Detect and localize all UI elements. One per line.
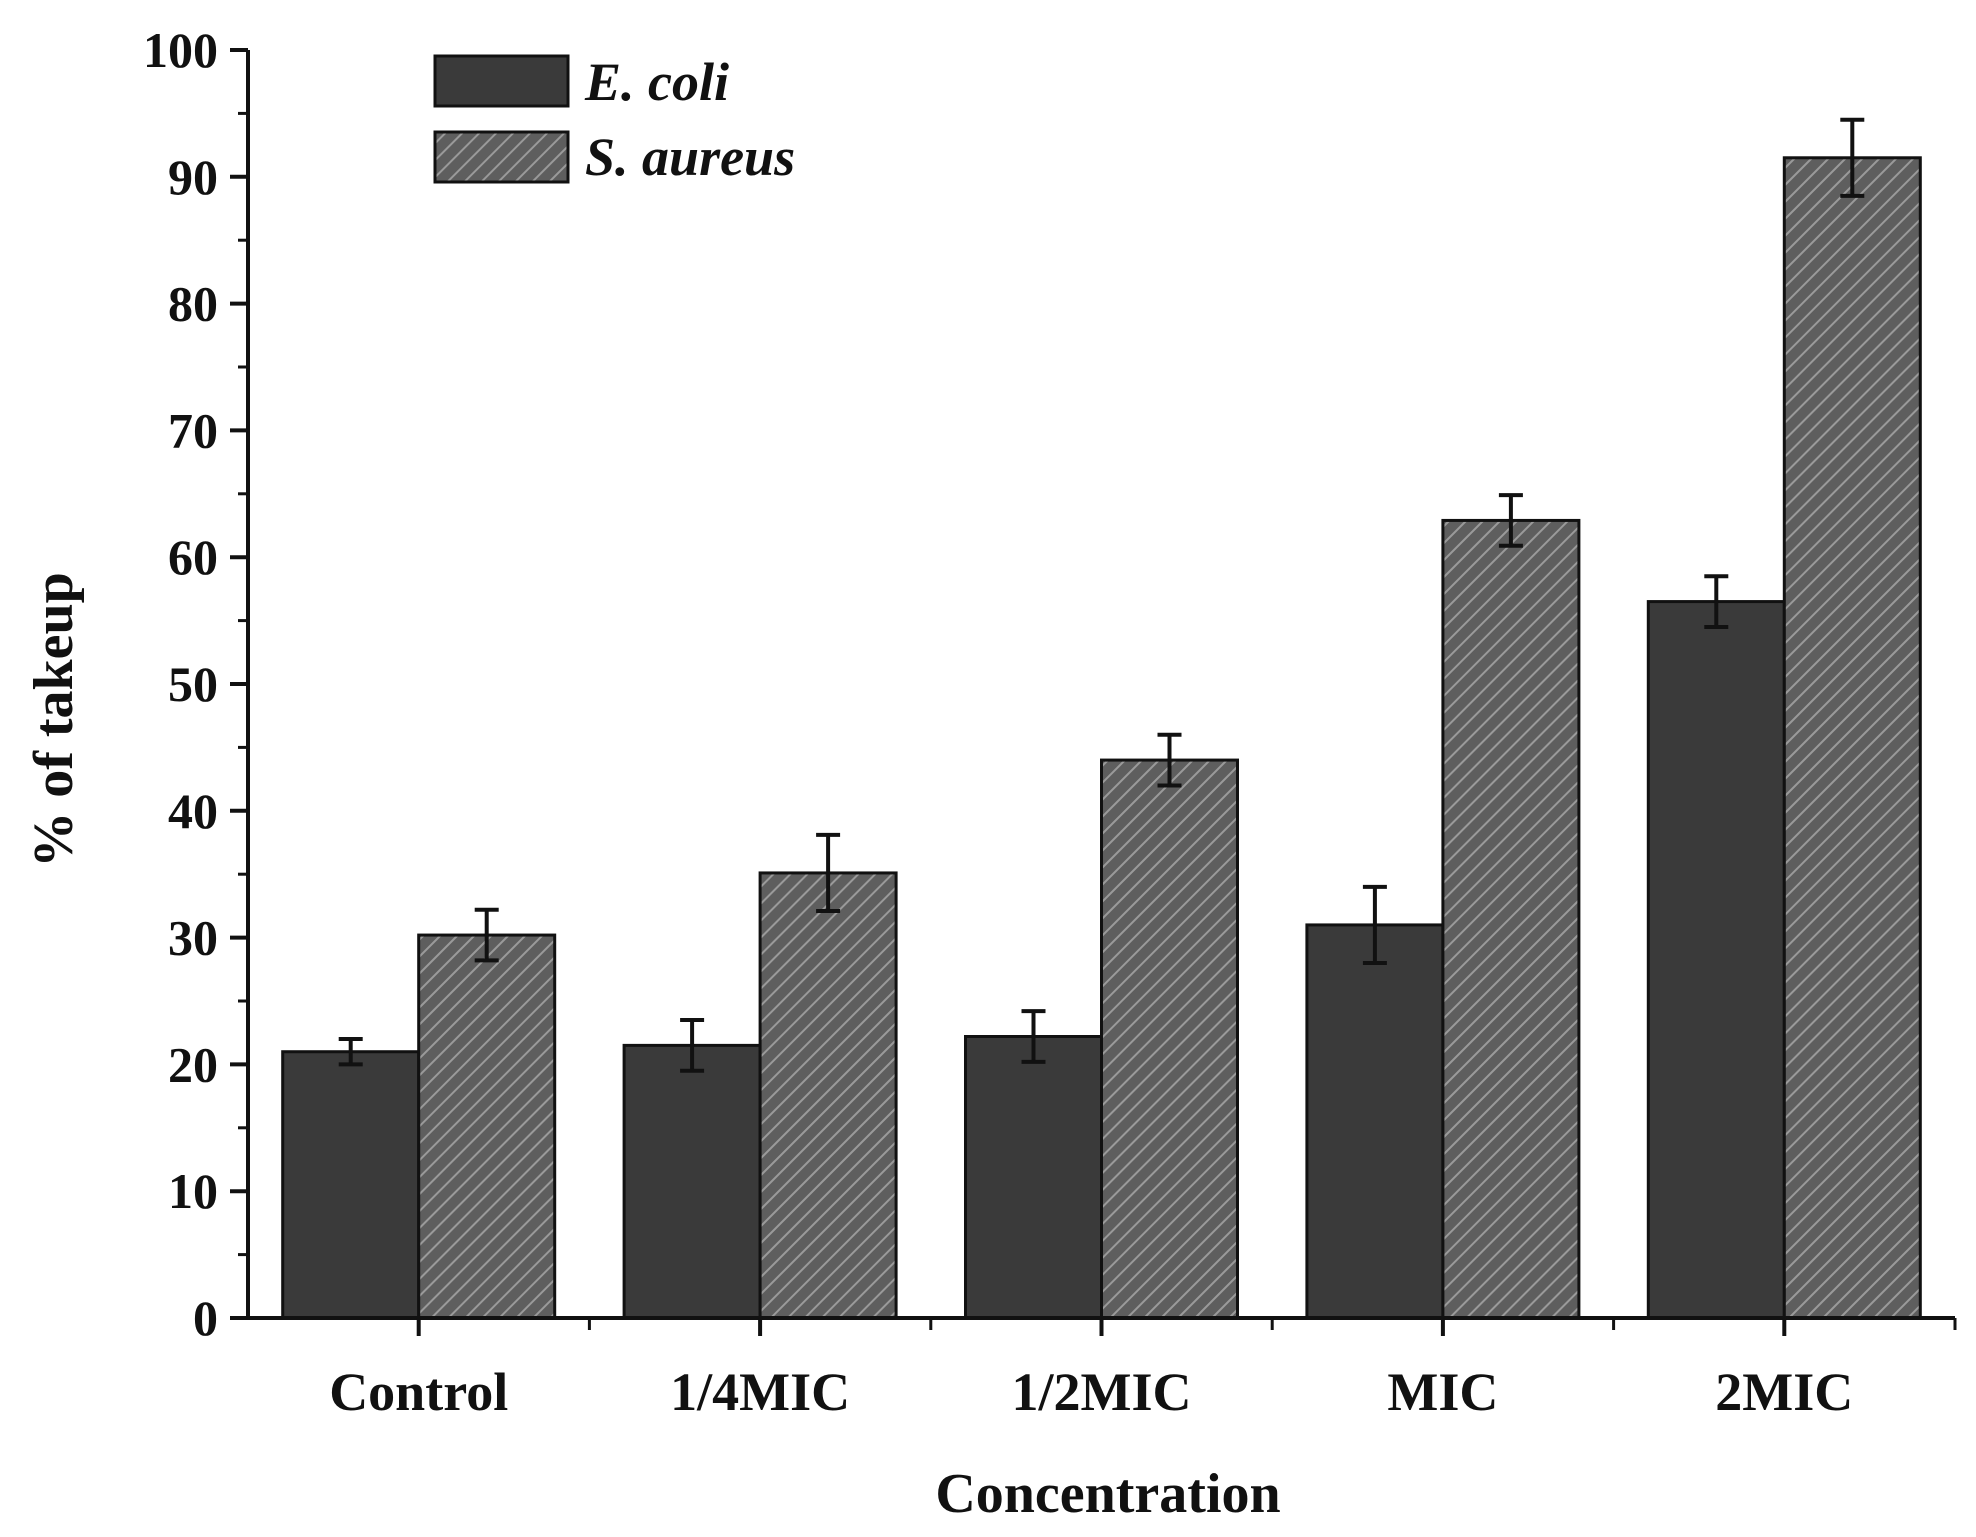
y-tick-label: 80 [168, 276, 218, 332]
bar-e-coli [1646, 600, 1786, 1320]
y-tick-label: 20 [168, 1036, 218, 1092]
bar-s-aureus [758, 871, 898, 1320]
x-axis-title: Concentration [935, 1463, 1280, 1525]
bars-layer [281, 156, 1922, 1320]
y-tick-label: 40 [168, 783, 218, 839]
y-tick-label: 30 [168, 910, 218, 966]
y-tick-label: 70 [168, 402, 218, 458]
y-tick-label: 60 [168, 529, 218, 585]
bar-e-coli [964, 1035, 1103, 1320]
bar-e-coli [281, 1050, 421, 1320]
y-tick-label: 100 [143, 22, 218, 78]
bar-e-coli [1305, 923, 1445, 1320]
y-axis-title: % of takeup [23, 572, 85, 868]
legend: E. coli S. aureus [433, 52, 795, 187]
y-tick-label: 10 [168, 1163, 218, 1219]
y-axis-ticks: 0 10 20 30 40 50 60 70 80 90 100 [143, 22, 248, 1346]
legend-swatch-e-coli [433, 54, 570, 108]
bar-s-aureus [417, 933, 557, 1320]
y-tick-label: 90 [168, 149, 218, 205]
x-tick-label: MIC [1387, 1362, 1498, 1422]
legend-label-s-aureus: S. aureus [585, 127, 795, 187]
legend-swatch-s-aureus [433, 130, 570, 184]
error-bars-layer [338, 117, 1865, 1073]
x-tick-label: 2MIC [1715, 1362, 1853, 1422]
bar-s-aureus [1100, 758, 1239, 1320]
x-tick-label: 1/4MIC [670, 1362, 850, 1422]
bar-e-coli [622, 1043, 762, 1320]
bar-s-aureus [1782, 156, 1922, 1320]
y-tick-label: 0 [193, 1290, 218, 1346]
y-tick-label: 50 [168, 656, 218, 712]
legend-label-e-coli: E. coli [584, 52, 729, 112]
bar-s-aureus [1441, 518, 1581, 1320]
x-axis-ticks: Control 1/4MIC 1/2MIC MIC 2MIC [329, 1318, 1957, 1422]
x-tick-label: Control [329, 1362, 508, 1422]
x-tick-label: 1/2MIC [1012, 1362, 1192, 1422]
